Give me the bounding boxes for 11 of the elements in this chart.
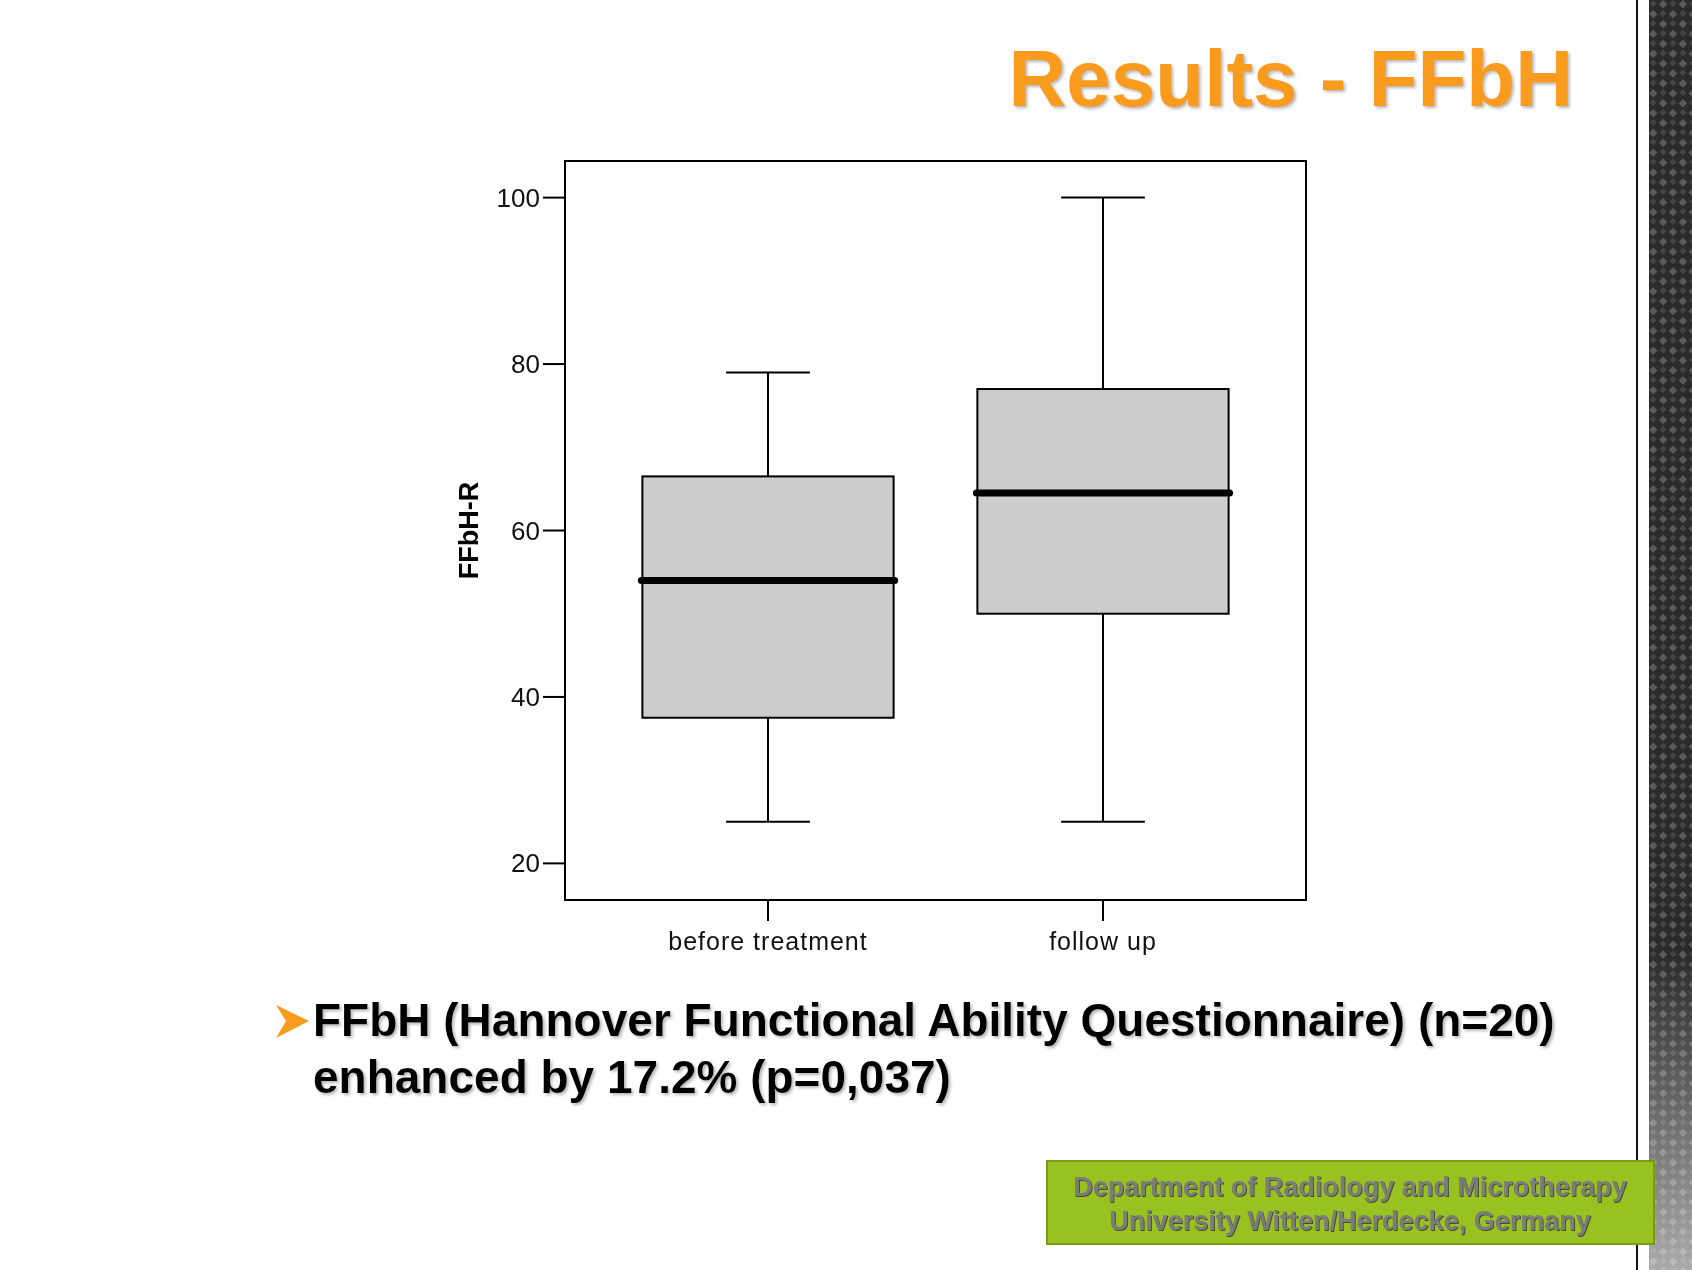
text: FFbH (Hannover Functional Ability Questionnaire) (n=20) enhanced by 17.2% (p=0,037) xyxy=(313,994,1555,1103)
x-tick-label: follow up xyxy=(1049,927,1157,955)
y-tick-label: 80 xyxy=(511,349,540,380)
y-tick-label: 40 xyxy=(511,682,540,713)
y-axis-title: FFbH-R xyxy=(454,481,484,580)
text: Department of Radiology and Microtherapy University Witten/Herdecke, Germany xyxy=(1073,1172,1627,1236)
y-tick-label: 100 xyxy=(496,182,540,213)
y-tick-label: 20 xyxy=(511,848,540,879)
x-tick-label: before treatment xyxy=(668,927,868,955)
y-tick-label: 60 xyxy=(511,515,540,546)
chart-title: Results - FFbH xyxy=(1008,34,1573,123)
